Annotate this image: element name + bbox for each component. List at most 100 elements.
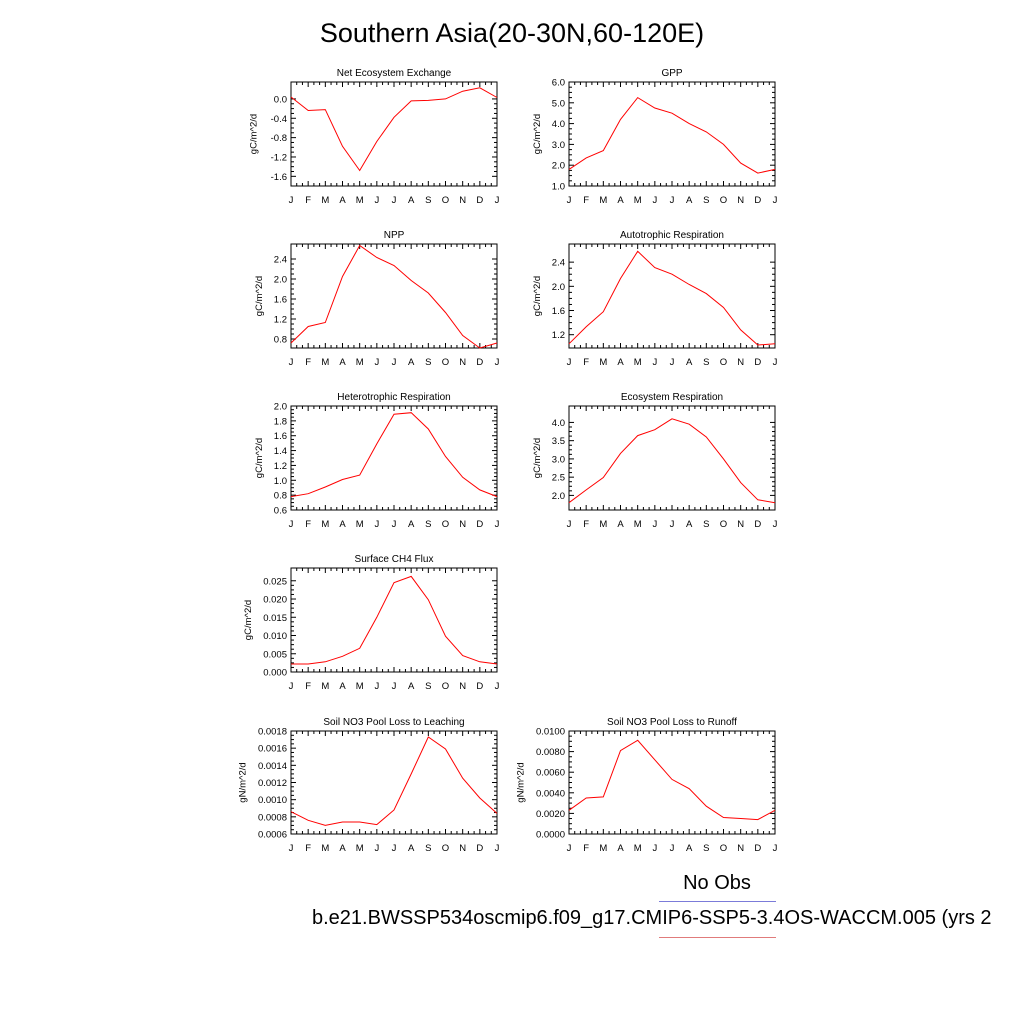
series-line bbox=[568, 418, 776, 504]
y-tick-label: 0.0060 bbox=[536, 768, 565, 779]
x-tick-label: J bbox=[495, 519, 500, 530]
x-tick-label: J bbox=[289, 681, 294, 692]
y-tick-label: 1.0 bbox=[552, 182, 565, 193]
x-tick-label: J bbox=[392, 519, 397, 530]
x-tick-label: F bbox=[583, 195, 589, 206]
panel-title: Heterotrophic Respiration bbox=[337, 392, 450, 403]
x-tick-label: A bbox=[617, 519, 624, 530]
x-tick-label: S bbox=[425, 357, 431, 368]
x-tick-label: M bbox=[356, 195, 364, 206]
x-tick-label: J bbox=[392, 681, 397, 692]
x-tick-label: A bbox=[408, 357, 415, 368]
y-tick-label: 2.0 bbox=[552, 491, 565, 502]
y-axis-label: gC/m^2/d bbox=[249, 114, 260, 154]
x-tick-label: F bbox=[305, 843, 311, 854]
panel-title: NPP bbox=[384, 230, 405, 241]
x-tick-label: A bbox=[339, 519, 346, 530]
x-tick-label: J bbox=[495, 681, 500, 692]
x-tick-label: N bbox=[459, 843, 466, 854]
x-tick-label: N bbox=[459, 195, 466, 206]
y-tick-label: 0.020 bbox=[263, 595, 287, 606]
x-tick-label: M bbox=[356, 843, 364, 854]
y-tick-label: 2.5 bbox=[552, 473, 565, 484]
series-line bbox=[290, 736, 498, 826]
y-axis-label: gC/m^2/d bbox=[254, 438, 265, 478]
y-tick-label: 0.0006 bbox=[258, 830, 287, 841]
x-tick-label: S bbox=[703, 357, 709, 368]
x-tick-label: M bbox=[321, 357, 329, 368]
x-tick-label: J bbox=[567, 195, 572, 206]
y-tick-label: 1.6 bbox=[552, 306, 565, 317]
panel-title: GPP bbox=[661, 68, 682, 79]
x-tick-label: A bbox=[408, 195, 415, 206]
x-tick-label: J bbox=[289, 519, 294, 530]
x-tick-label: J bbox=[670, 357, 675, 368]
y-tick-label: 2.0 bbox=[552, 161, 565, 172]
panel-frame bbox=[568, 81, 776, 187]
x-tick-label: S bbox=[425, 681, 431, 692]
y-tick-label: 0.6 bbox=[274, 506, 287, 517]
legend-no-obs: No Obs bbox=[683, 872, 751, 894]
y-tick-label: 0.0100 bbox=[536, 727, 565, 738]
x-tick-label: A bbox=[339, 681, 346, 692]
x-tick-label: J bbox=[392, 843, 397, 854]
y-tick-label: 0.0080 bbox=[536, 747, 565, 758]
x-tick-label: J bbox=[652, 843, 657, 854]
x-tick-label: O bbox=[442, 357, 449, 368]
x-tick-label: J bbox=[374, 843, 379, 854]
x-tick-label: A bbox=[617, 357, 624, 368]
x-tick-label: J bbox=[567, 843, 572, 854]
x-tick-label: D bbox=[476, 195, 483, 206]
y-axis-label: gC/m^2/d bbox=[532, 276, 543, 316]
panel-title: Autotrophic Respiration bbox=[620, 230, 724, 241]
y-tick-label: 2.4 bbox=[274, 255, 287, 266]
y-tick-label: 3.5 bbox=[552, 436, 565, 447]
x-tick-label: S bbox=[703, 843, 709, 854]
legend-obs-line bbox=[659, 901, 776, 902]
x-tick-label: N bbox=[459, 357, 466, 368]
x-tick-label: A bbox=[408, 681, 415, 692]
y-axis-label: gC/m^2/d bbox=[243, 600, 254, 640]
x-tick-label: J bbox=[652, 357, 657, 368]
x-tick-label: S bbox=[425, 519, 431, 530]
panel-frame bbox=[290, 405, 498, 511]
x-tick-label: D bbox=[476, 519, 483, 530]
x-tick-label: J bbox=[670, 519, 675, 530]
x-tick-label: J bbox=[567, 519, 572, 530]
y-axis-label: gC/m^2/d bbox=[532, 438, 543, 478]
x-tick-label: M bbox=[321, 519, 329, 530]
x-tick-label: J bbox=[495, 357, 500, 368]
y-tick-label: -1.6 bbox=[271, 172, 287, 183]
y-tick-label: 0.0040 bbox=[536, 788, 565, 799]
y-tick-label: 0.0020 bbox=[536, 809, 565, 820]
panel-title: Soil NO3 Pool Loss to Runoff bbox=[607, 717, 737, 728]
x-tick-label: M bbox=[634, 195, 642, 206]
y-tick-label: 0.0008 bbox=[258, 812, 287, 823]
x-tick-label: D bbox=[754, 357, 761, 368]
y-tick-label: 0.0018 bbox=[258, 727, 287, 738]
x-tick-label: D bbox=[476, 843, 483, 854]
y-tick-label: 1.8 bbox=[274, 416, 287, 427]
y-tick-label: 0.0010 bbox=[258, 795, 287, 806]
y-tick-label: 2.4 bbox=[552, 258, 565, 269]
x-tick-label: J bbox=[652, 519, 657, 530]
x-tick-label: O bbox=[442, 519, 449, 530]
y-tick-label: 0.000 bbox=[263, 668, 287, 679]
y-tick-label: -0.8 bbox=[271, 133, 287, 144]
panel-title: Soil NO3 Pool Loss to Leaching bbox=[323, 717, 464, 728]
x-tick-label: J bbox=[392, 357, 397, 368]
x-tick-label: J bbox=[670, 843, 675, 854]
x-tick-label: A bbox=[339, 195, 346, 206]
panel-title: Ecosystem Respiration bbox=[621, 392, 723, 403]
y-tick-label: 0.0016 bbox=[258, 744, 287, 755]
x-tick-label: J bbox=[289, 195, 294, 206]
y-tick-label: -1.2 bbox=[271, 152, 287, 163]
y-tick-label: 5.0 bbox=[552, 98, 565, 109]
series-line bbox=[290, 244, 498, 349]
x-tick-label: D bbox=[754, 843, 761, 854]
x-tick-label: O bbox=[442, 843, 449, 854]
page-title: Southern Asia(20-30N,60-120E) bbox=[319, 18, 705, 48]
y-tick-label: 1.4 bbox=[274, 446, 287, 457]
